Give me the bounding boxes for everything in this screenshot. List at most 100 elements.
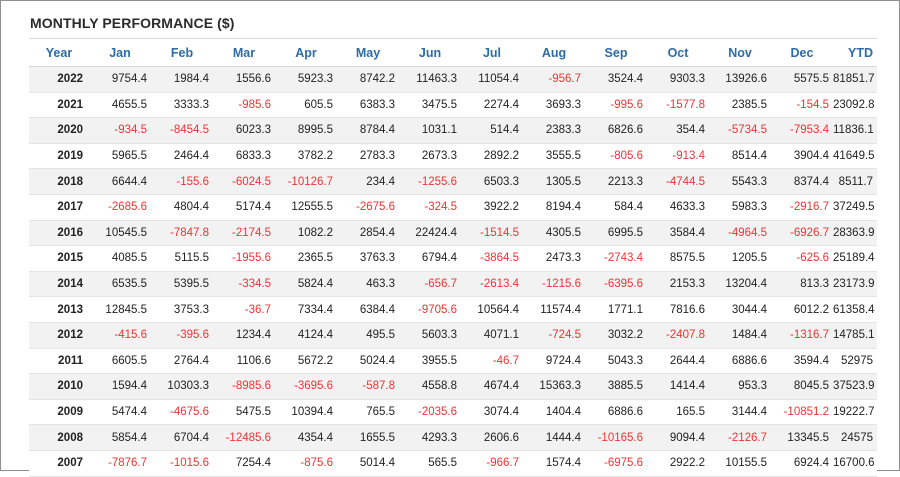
month-value-cell: -1955.6 (213, 245, 275, 272)
column-header-feb[interactable]: Feb (151, 38, 213, 67)
column-header-oct[interactable]: Oct (647, 38, 709, 67)
month-value-cell: -985.6 (213, 92, 275, 119)
month-value-cell: -6395.6 (585, 271, 647, 298)
month-value-cell: 9754.4 (89, 66, 151, 93)
month-value-cell: 6535.5 (89, 271, 151, 298)
month-value-cell: 5014.4 (337, 450, 399, 477)
month-value-cell: -2035.6 (399, 399, 461, 426)
month-value-cell: -6975.6 (585, 450, 647, 477)
ytd-cell: 23092.8 (833, 92, 877, 119)
month-value-cell: 5603.3 (399, 322, 461, 349)
month-value-cell: -3864.5 (461, 245, 523, 272)
month-value-cell: 4124.4 (275, 322, 337, 349)
month-value-cell: 8514.4 (709, 143, 771, 170)
month-value-cell: 3922.2 (461, 194, 523, 221)
table-row: 2007 -7876.7 -1015.6 7254.4 -875.6 5014.4 565.… (29, 450, 877, 477)
table-row: 2012 -415.6 -395.6 1234.4 4124.4 495.5 5603.3 4… (29, 322, 877, 349)
month-value-cell: -875.6 (275, 450, 337, 477)
month-value-cell: 1556.6 (213, 66, 275, 93)
table-row: 2014 6535.5 5395.5 -334.5 5824.4 463.3 -656.7-… (29, 271, 877, 298)
month-value-cell: 6644.4 (89, 168, 151, 195)
month-value-cell: -415.6 (89, 322, 151, 349)
year-cell: 2014 (29, 271, 89, 298)
monthly-performance-table: Year Jan Feb Mar Apr May Jun Jul Aug Sep Oct Nov Dec… (29, 38, 877, 477)
month-value-cell: 3333.3 (151, 92, 213, 119)
column-header-year[interactable]: Year (29, 38, 89, 67)
month-value-cell: -934.5 (89, 117, 151, 144)
month-value-cell: 2764.4 (151, 348, 213, 375)
month-value-cell: 11574.4 (523, 296, 585, 323)
month-value-cell: 9724.4 (523, 348, 585, 375)
month-value-cell: 3885.5 (585, 373, 647, 400)
month-value-cell: 2383.3 (523, 117, 585, 144)
month-value-cell: 165.5 (647, 399, 709, 426)
month-value-cell: -1514.5 (461, 220, 523, 247)
month-value-cell: 5983.3 (709, 194, 771, 221)
year-cell: 2018 (29, 168, 89, 195)
ytd-cell: 37249.5 (833, 194, 877, 221)
month-value-cell: 2365.5 (275, 245, 337, 272)
month-value-cell: 3955.5 (399, 348, 461, 375)
month-value-cell: 4655.5 (89, 92, 151, 119)
month-value-cell: 3584.4 (647, 220, 709, 247)
month-value-cell: 765.5 (337, 399, 399, 426)
month-value-cell: -2675.6 (337, 194, 399, 221)
table-row: 2018 6644.4 -155.6 -6024.5 -10126.7 234.4 -125… (29, 168, 877, 195)
month-value-cell: 8575.5 (647, 245, 709, 272)
year-cell: 2019 (29, 143, 89, 170)
column-header-aug[interactable]: Aug (523, 38, 585, 67)
month-value-cell: 4085.5 (89, 245, 151, 272)
month-value-cell: -7953.4 (771, 117, 833, 144)
column-header-jul[interactable]: Jul (461, 38, 523, 67)
month-value-cell: 2854.4 (337, 220, 399, 247)
month-value-cell: -5734.5 (709, 117, 771, 144)
month-value-cell: 4354.4 (275, 424, 337, 451)
month-value-cell: 2673.3 (399, 143, 461, 170)
table-row: 2016 10545.5 -7847.8 -2174.5 1082.2 2854.4 224… (29, 220, 877, 247)
month-value-cell: -2685.6 (89, 194, 151, 221)
ytd-cell: 8511.7 (833, 168, 877, 195)
month-value-cell: 4633.3 (647, 194, 709, 221)
month-value-cell: 2606.6 (461, 424, 523, 451)
month-value-cell: 6503.3 (461, 168, 523, 195)
column-header-sep[interactable]: Sep (585, 38, 647, 67)
month-value-cell: 5174.4 (213, 194, 275, 221)
month-value-cell: 3693.3 (523, 92, 585, 119)
ytd-cell: 81851.7 (833, 66, 877, 93)
month-value-cell: 5115.5 (151, 245, 213, 272)
month-value-cell: -8985.6 (213, 373, 275, 400)
month-value-cell: 8742.2 (337, 66, 399, 93)
ytd-cell: 28363.9 (833, 220, 877, 247)
month-value-cell: 5395.5 (151, 271, 213, 298)
column-header-ytd[interactable]: YTD (833, 38, 877, 67)
ytd-cell: 19222.7 (833, 399, 877, 426)
column-header-may[interactable]: May (337, 38, 399, 67)
month-value-cell: -154.5 (771, 92, 833, 119)
month-value-cell: -10165.6 (585, 424, 647, 451)
month-value-cell: 3144.4 (709, 399, 771, 426)
month-value-cell: -625.6 (771, 245, 833, 272)
column-header-jun[interactable]: Jun (399, 38, 461, 67)
column-header-mar[interactable]: Mar (213, 38, 275, 67)
month-value-cell: 1655.5 (337, 424, 399, 451)
month-value-cell: -7847.8 (151, 220, 213, 247)
year-cell: 2009 (29, 399, 89, 426)
month-value-cell: 10303.3 (151, 373, 213, 400)
month-value-cell: 6023.3 (213, 117, 275, 144)
month-value-cell: -12485.6 (213, 424, 275, 451)
month-value-cell: 5824.4 (275, 271, 337, 298)
month-value-cell: 5024.4 (337, 348, 399, 375)
month-value-cell: 1205.5 (709, 245, 771, 272)
month-value-cell: 3524.4 (585, 66, 647, 93)
month-value-cell: 1082.2 (275, 220, 337, 247)
table-row: 2013 12845.5 3753.3 -36.7 7334.4 6384.4 -9705.… (29, 296, 877, 323)
month-value-cell: 1771.1 (585, 296, 647, 323)
column-header-jan[interactable]: Jan (89, 38, 151, 67)
column-header-apr[interactable]: Apr (275, 38, 337, 67)
month-value-cell: -10851.2 (771, 399, 833, 426)
column-header-dec[interactable]: Dec (771, 38, 833, 67)
month-value-cell: 4804.4 (151, 194, 213, 221)
month-value-cell: 3032.2 (585, 322, 647, 349)
column-header-nov[interactable]: Nov (709, 38, 771, 67)
month-value-cell: 1414.4 (647, 373, 709, 400)
